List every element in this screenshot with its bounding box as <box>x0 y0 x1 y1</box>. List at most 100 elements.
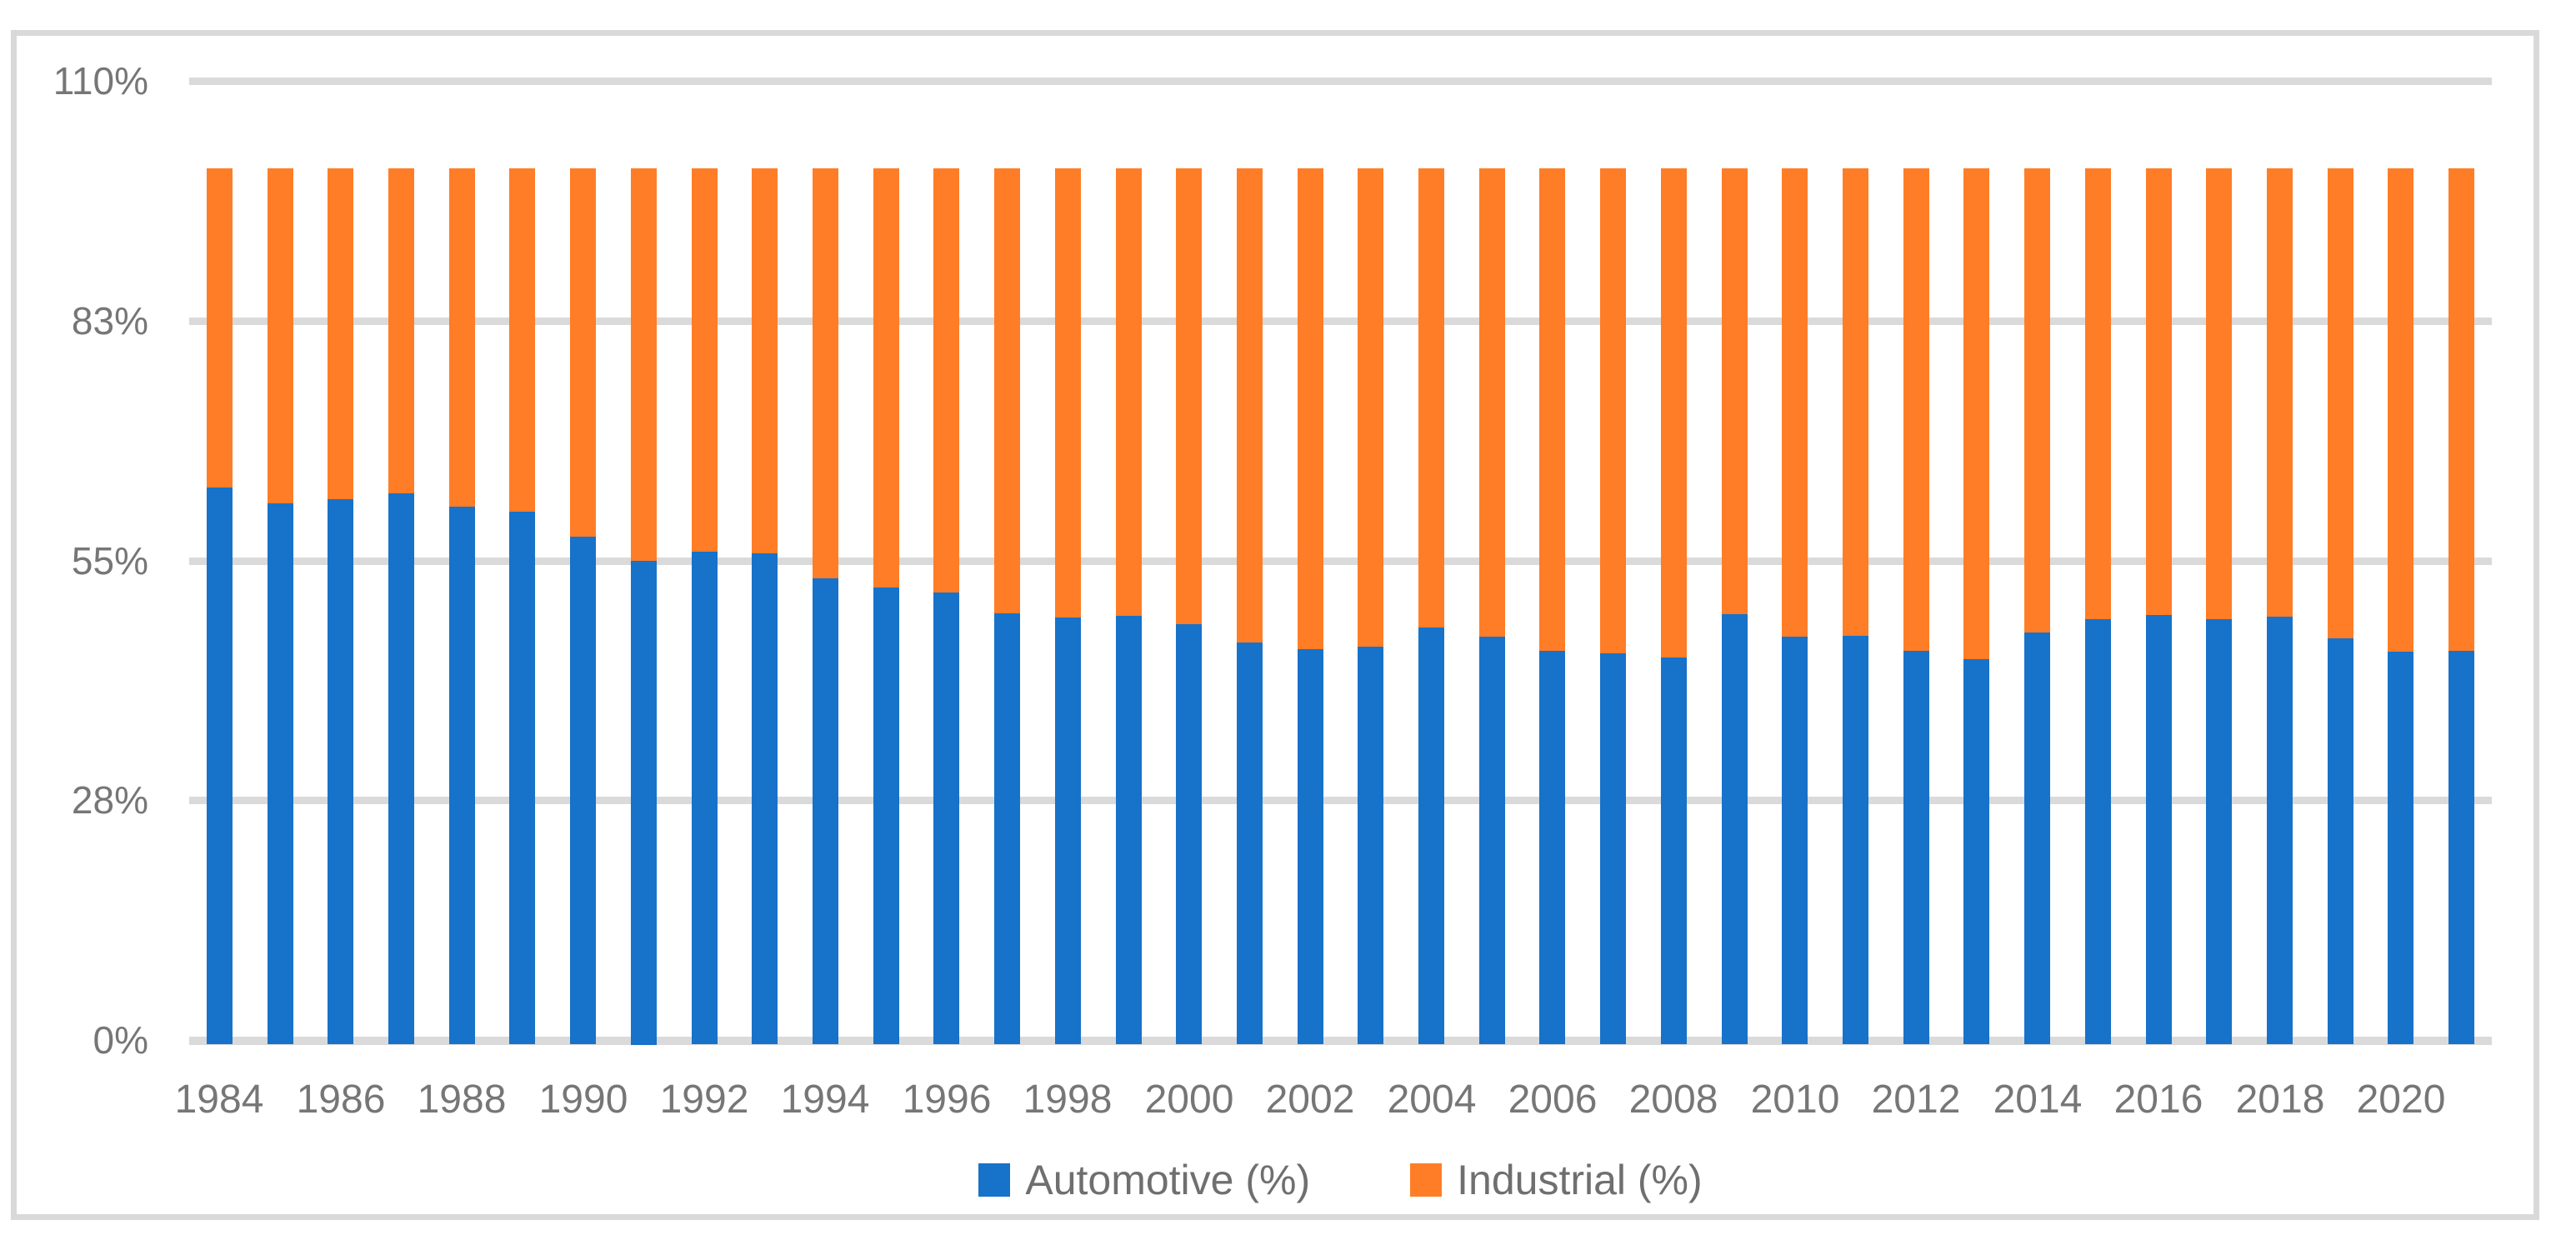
bar-2013-industrial <box>1963 168 1989 659</box>
bar-1995-automotive <box>873 588 899 1044</box>
x-tick-label: 1986 <box>296 1078 386 1122</box>
x-tick-label: 2002 <box>1265 1078 1355 1122</box>
gridline <box>189 797 2492 804</box>
bar-1991-automotive <box>631 561 657 1045</box>
bar-2014-industrial <box>2024 168 2050 632</box>
bar-2020-industrial <box>2388 168 2413 652</box>
bar-1996-automotive <box>933 592 959 1044</box>
x-tick-label: 2012 <box>1871 1078 1961 1122</box>
bar-2015-automotive <box>2085 619 2111 1044</box>
y-tick-label: 0% <box>93 1018 148 1062</box>
legend-label-automotive: Automotive (%) <box>1025 1157 1311 1203</box>
bar-2017-automotive <box>2206 619 2232 1044</box>
bar-1987-industrial <box>388 168 414 493</box>
bar-1995-industrial <box>873 168 899 588</box>
x-tick-label: 1984 <box>174 1078 264 1122</box>
bar-1984-industrial <box>207 168 233 488</box>
gridline <box>189 318 2492 325</box>
y-tick-label: 110% <box>53 59 148 102</box>
bar-1998-automotive <box>1055 618 1081 1044</box>
bar-2012-automotive <box>1903 650 1929 1044</box>
bar-1985-automotive <box>268 502 293 1044</box>
bar-1994-automotive <box>813 578 838 1044</box>
x-tick-label: 1996 <box>902 1078 992 1122</box>
x-tick-label: 2008 <box>1628 1078 1718 1122</box>
bar-2007-industrial <box>1600 168 1626 653</box>
bar-2004-automotive <box>1418 628 1444 1044</box>
bar-2015-industrial <box>2085 168 2111 619</box>
bar-2009-automotive <box>1722 613 1748 1044</box>
bar-1999-automotive <box>1116 615 1142 1044</box>
legend-swatch-automotive <box>978 1163 1011 1197</box>
bar-2005-automotive <box>1479 637 1505 1044</box>
bar-2014-automotive <box>2024 632 2050 1044</box>
bar-2016-automotive <box>2146 614 2172 1044</box>
bar-2021-industrial <box>2448 168 2474 651</box>
legend: Automotive (%) Industrial (%) <box>189 1155 2492 1205</box>
x-tick-label: 2000 <box>1144 1078 1234 1122</box>
x-tick-label: 2014 <box>1993 1078 2083 1122</box>
legend-swatch-industrial <box>1410 1163 1443 1197</box>
bar-2004-industrial <box>1418 168 1444 628</box>
x-tick-label: 2016 <box>2113 1078 2203 1122</box>
bar-2011-industrial <box>1843 168 1868 636</box>
bar-1990-automotive <box>570 536 596 1044</box>
bar-1990-industrial <box>570 168 596 537</box>
bar-2007-automotive <box>1600 652 1626 1044</box>
bar-1997-automotive <box>994 612 1020 1044</box>
bar-2011-automotive <box>1843 635 1868 1044</box>
bar-1989-automotive <box>509 512 535 1044</box>
bar-2002-industrial <box>1298 168 1323 649</box>
bar-2020-automotive <box>2388 651 2413 1044</box>
bar-2008-automotive <box>1661 658 1687 1044</box>
bar-2000-industrial <box>1176 168 1202 624</box>
x-tick-label: 1990 <box>538 1078 628 1122</box>
bar-1988-automotive <box>449 507 475 1044</box>
x-tick-label: 2010 <box>1750 1078 1840 1122</box>
bar-1985-industrial <box>268 168 293 503</box>
x-tick-label: 2018 <box>2235 1078 2325 1122</box>
bar-1998-industrial <box>1055 168 1081 618</box>
bar-2017-industrial <box>2206 168 2232 619</box>
bar-1986-automotive <box>328 498 353 1044</box>
bar-1992-automotive <box>692 552 718 1044</box>
x-axis-baseline <box>189 1037 2492 1045</box>
y-tick-label: 28% <box>71 778 148 822</box>
bar-1988-industrial <box>449 168 475 507</box>
bar-2018-industrial <box>2267 168 2293 617</box>
bar-1991-industrial <box>631 168 657 561</box>
bar-2010-automotive <box>1782 637 1808 1044</box>
x-tick-label: 2006 <box>1508 1078 1598 1122</box>
legend-item-automotive: Automotive (%) <box>978 1156 1310 1204</box>
bar-2000-automotive <box>1176 624 1202 1044</box>
legend-item-industrial: Industrial (%) <box>1410 1156 1703 1204</box>
x-tick-label: 1988 <box>417 1078 507 1122</box>
bar-2001-automotive <box>1237 642 1263 1044</box>
bar-2010-industrial <box>1782 168 1808 637</box>
bar-1986-industrial <box>328 168 353 499</box>
x-tick-label: 1992 <box>659 1078 749 1122</box>
bar-1993-automotive <box>752 553 778 1044</box>
bar-1992-industrial <box>692 168 718 552</box>
bar-1997-industrial <box>994 168 1020 613</box>
bar-2005-industrial <box>1479 168 1505 637</box>
bar-2003-automotive <box>1358 647 1383 1044</box>
bar-2021-automotive <box>2448 650 2474 1044</box>
bar-2006-industrial <box>1539 168 1565 651</box>
bar-1993-industrial <box>752 168 778 553</box>
legend-label-industrial: Industrial (%) <box>1457 1157 1703 1203</box>
bar-2009-industrial <box>1722 168 1748 614</box>
bar-1984-automotive <box>207 488 233 1044</box>
bar-1994-industrial <box>813 168 838 578</box>
bar-2006-automotive <box>1539 650 1565 1044</box>
bar-2019-industrial <box>2328 168 2353 638</box>
gridline <box>189 78 2492 85</box>
bar-2003-industrial <box>1358 168 1383 647</box>
x-tick-label: 1994 <box>780 1078 870 1122</box>
x-tick-label: 2020 <box>2356 1078 2446 1122</box>
x-tick-label: 2004 <box>1387 1078 1477 1122</box>
bar-2016-industrial <box>2146 168 2172 615</box>
bar-2002-automotive <box>1298 648 1323 1044</box>
y-tick-label: 55% <box>71 539 148 582</box>
